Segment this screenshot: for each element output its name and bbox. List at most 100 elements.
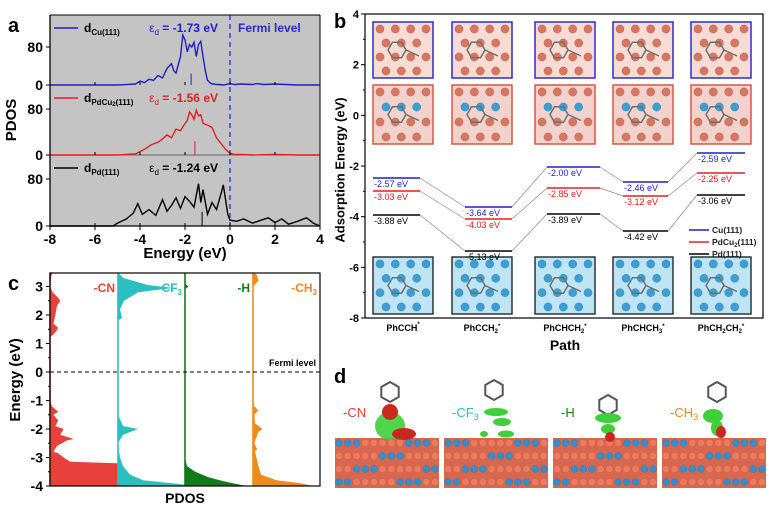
atom <box>381 66 391 76</box>
slab-atom <box>413 439 422 447</box>
atom <box>454 117 464 127</box>
slab-atom <box>623 439 631 447</box>
slab-atom <box>553 478 561 486</box>
atom <box>621 66 631 76</box>
energy-level-label: -3.03 eV <box>374 192 408 202</box>
atom <box>693 288 703 298</box>
atom <box>652 38 662 48</box>
atom <box>583 288 593 298</box>
series-label-1: -CN <box>94 281 115 295</box>
y-tick-label: 0 <box>35 364 43 380</box>
atom <box>406 117 416 127</box>
legend-label-sub: Cu(111) <box>91 28 120 37</box>
atom <box>485 288 495 298</box>
adsorbate-chain <box>723 113 738 122</box>
atom <box>652 66 662 76</box>
x-tick-label: 2 <box>271 231 279 247</box>
panel-d: d -CN -CF3 -H -CH3 <box>334 366 766 488</box>
atom <box>646 117 656 127</box>
slab-atom <box>540 478 548 486</box>
atom <box>406 259 416 269</box>
slab-atom <box>531 465 540 473</box>
x-tick-label: 4 <box>316 231 324 247</box>
atom <box>537 87 547 97</box>
x-tick-label: -4 <box>134 231 147 247</box>
atom <box>652 132 662 142</box>
slab-atom <box>522 452 531 460</box>
atom <box>708 259 718 269</box>
charge-lobe-green <box>493 418 511 426</box>
adsorption-structure-pd <box>612 256 674 315</box>
benzene-ring <box>380 380 400 404</box>
slab-atom <box>749 452 758 460</box>
atom <box>412 102 422 112</box>
slab-atom <box>758 478 766 486</box>
slab-atom <box>343 465 352 473</box>
slab-atom <box>479 478 487 486</box>
atom <box>693 24 703 34</box>
x-tick-label: 0 <box>226 231 234 247</box>
atom <box>615 288 625 298</box>
atom <box>699 102 709 112</box>
slab-atom <box>740 478 749 486</box>
pdos-area-1 <box>50 272 118 486</box>
slab-atom <box>614 452 622 460</box>
slab-atom <box>570 465 579 473</box>
adsorbate-chain <box>567 113 582 122</box>
slab-atom <box>723 439 731 447</box>
legend-tail: (111) <box>738 237 757 247</box>
pdos-curve-3 <box>50 183 321 227</box>
energy-level-label: -3.88 eV <box>374 216 408 226</box>
slab-atom <box>404 452 413 460</box>
slab-atom <box>514 478 522 486</box>
y-tick-label: -2 <box>31 421 44 437</box>
atom <box>615 117 625 127</box>
slab-atom <box>649 478 657 486</box>
atom <box>699 302 709 312</box>
atom <box>568 24 578 34</box>
slab-atom <box>732 465 740 473</box>
atom <box>500 117 510 127</box>
label-text: PhCCH <box>464 323 495 333</box>
charge-lobe-green <box>595 413 621 423</box>
atom <box>375 117 385 127</box>
slab-atom <box>749 439 758 447</box>
atom <box>646 259 656 269</box>
atom <box>636 302 646 312</box>
y-tick-label: -4 <box>349 212 360 224</box>
adsorbate-ring <box>466 105 486 124</box>
label-text: PhCCH <box>386 323 417 333</box>
y-tick-label: 1 <box>35 336 43 352</box>
subscript: 2 <box>581 329 585 335</box>
pdos-area-4 <box>253 272 314 486</box>
superscript: * <box>584 324 587 330</box>
slab-atom <box>522 439 531 447</box>
metal-slab <box>553 438 657 488</box>
connector-line <box>599 213 624 232</box>
metal-slab <box>335 438 439 488</box>
charge-lobe-red <box>605 432 615 442</box>
slab-atom <box>531 452 540 460</box>
atom <box>568 288 578 298</box>
energy-level-label: -3.89 eV <box>548 215 582 225</box>
atom <box>730 302 740 312</box>
panel-b-energy-levels: -2.57 eV -3.64 eV -2.00 eV -2.46 eV -2.59 eV… <box>373 152 745 262</box>
slab-atom <box>614 478 622 486</box>
benzene-ring <box>598 393 618 417</box>
slab-atom <box>749 478 758 486</box>
atom <box>652 102 662 112</box>
slab-atom <box>670 465 679 473</box>
y-tick-label: 0 <box>353 110 359 122</box>
eps-symbol: ε <box>149 21 155 35</box>
atom <box>739 117 749 127</box>
slab-atom <box>361 452 370 460</box>
adsorption-structure-cu <box>612 21 674 79</box>
atom <box>543 132 553 142</box>
slab-atom <box>378 478 387 486</box>
slab-atom <box>540 439 548 447</box>
eps-value: = -1.56 eV <box>159 91 218 105</box>
slab-atom <box>561 439 570 447</box>
panel-c-frame <box>49 272 321 487</box>
slab-atom <box>505 452 513 460</box>
slab-atom <box>343 439 352 447</box>
